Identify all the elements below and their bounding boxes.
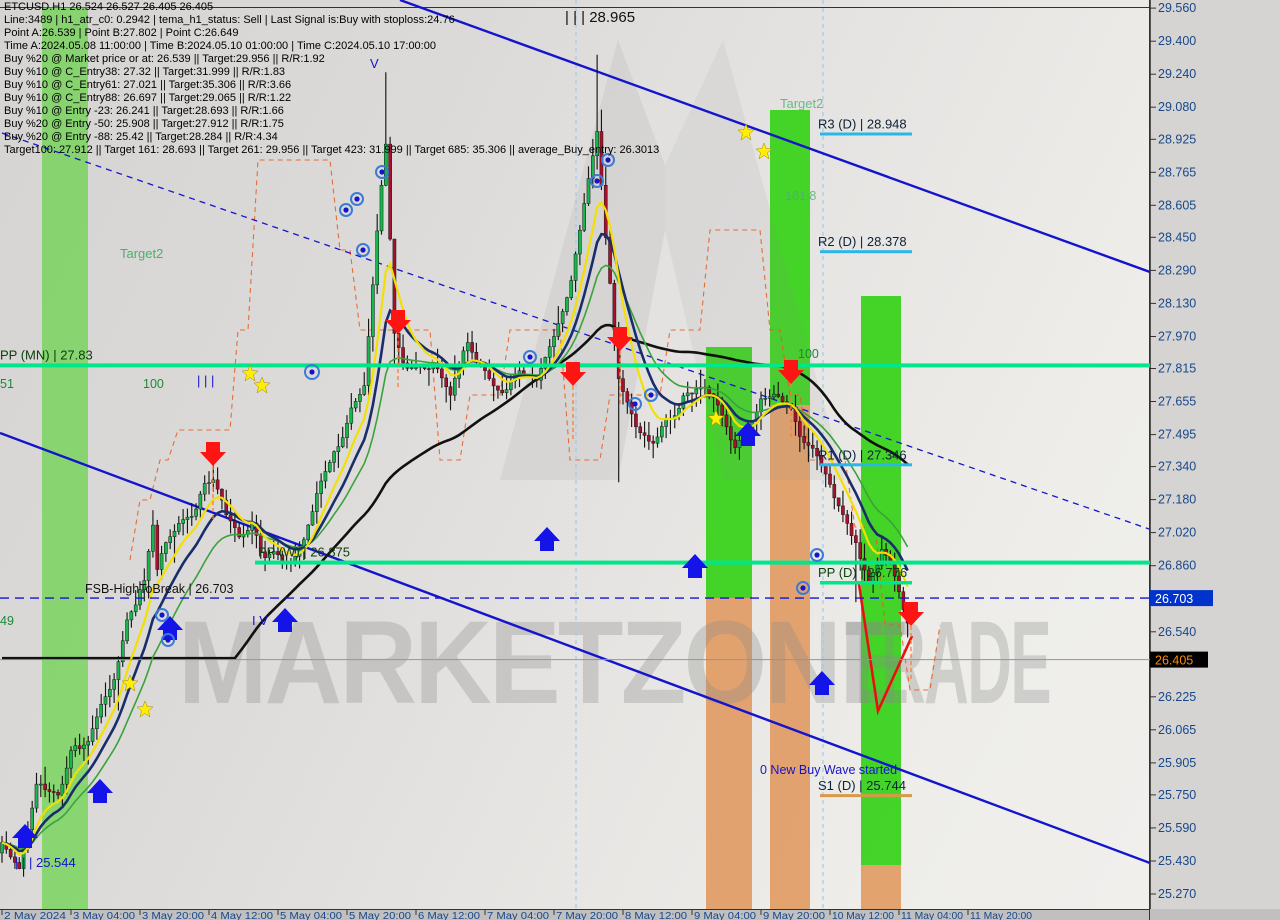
svg-text:4 May 12:00: 4 May 12:00 [211, 911, 273, 920]
svg-text:25.750: 25.750 [1158, 788, 1196, 802]
svg-text:7 May 20:00: 7 May 20:00 [556, 911, 618, 920]
svg-text:28.765: 28.765 [1158, 165, 1196, 179]
svg-text:10 May 12:00: 10 May 12:00 [832, 911, 894, 920]
svg-text:28.925: 28.925 [1158, 132, 1196, 146]
svg-text:28.130: 28.130 [1158, 296, 1196, 310]
svg-text:3 May 20:00: 3 May 20:00 [142, 911, 204, 920]
svg-text:26.540: 26.540 [1158, 625, 1196, 639]
svg-text:28.605: 28.605 [1158, 198, 1196, 212]
svg-text:28.290: 28.290 [1158, 263, 1196, 277]
svg-text:9 May 20:00: 9 May 20:00 [763, 911, 825, 920]
svg-text:7 May 04:00: 7 May 04:00 [487, 911, 549, 920]
svg-text:27.655: 27.655 [1158, 395, 1196, 409]
svg-text:27.180: 27.180 [1158, 493, 1196, 507]
svg-text:27.495: 27.495 [1158, 428, 1196, 442]
svg-text:11 May 20:00: 11 May 20:00 [970, 911, 1032, 920]
svg-text:8 May 12:00: 8 May 12:00 [625, 911, 687, 920]
svg-text:27.970: 27.970 [1158, 330, 1196, 344]
svg-text:28.450: 28.450 [1158, 230, 1196, 244]
svg-text:29.240: 29.240 [1158, 67, 1196, 81]
svg-text:25.590: 25.590 [1158, 821, 1196, 835]
svg-text:3 May 04:00: 3 May 04:00 [73, 911, 135, 920]
svg-text:6 May 12:00: 6 May 12:00 [418, 911, 480, 920]
svg-text:9 May 04:00: 9 May 04:00 [694, 911, 756, 920]
svg-text:26.703: 26.703 [1155, 592, 1193, 606]
svg-text:27.020: 27.020 [1158, 526, 1196, 540]
svg-text:29.560: 29.560 [1158, 1, 1196, 15]
svg-text:5 May 04:00: 5 May 04:00 [280, 911, 342, 920]
svg-text:11 May 04:00: 11 May 04:00 [901, 911, 963, 920]
svg-text:29.080: 29.080 [1158, 100, 1196, 114]
svg-text:2 May 2024: 2 May 2024 [4, 911, 67, 920]
svg-text:27.340: 27.340 [1158, 460, 1196, 474]
svg-text:26.225: 26.225 [1158, 690, 1196, 704]
svg-text:26.405: 26.405 [1155, 654, 1193, 668]
svg-text:27.815: 27.815 [1158, 362, 1196, 376]
svg-text:26.860: 26.860 [1158, 559, 1196, 573]
svg-text:25.430: 25.430 [1158, 854, 1196, 868]
svg-text:29.400: 29.400 [1158, 34, 1196, 48]
svg-text:25.905: 25.905 [1158, 756, 1196, 770]
svg-text:26.065: 26.065 [1158, 723, 1196, 737]
svg-text:5 May 20:00: 5 May 20:00 [349, 911, 411, 920]
svg-text:25.270: 25.270 [1158, 887, 1196, 901]
